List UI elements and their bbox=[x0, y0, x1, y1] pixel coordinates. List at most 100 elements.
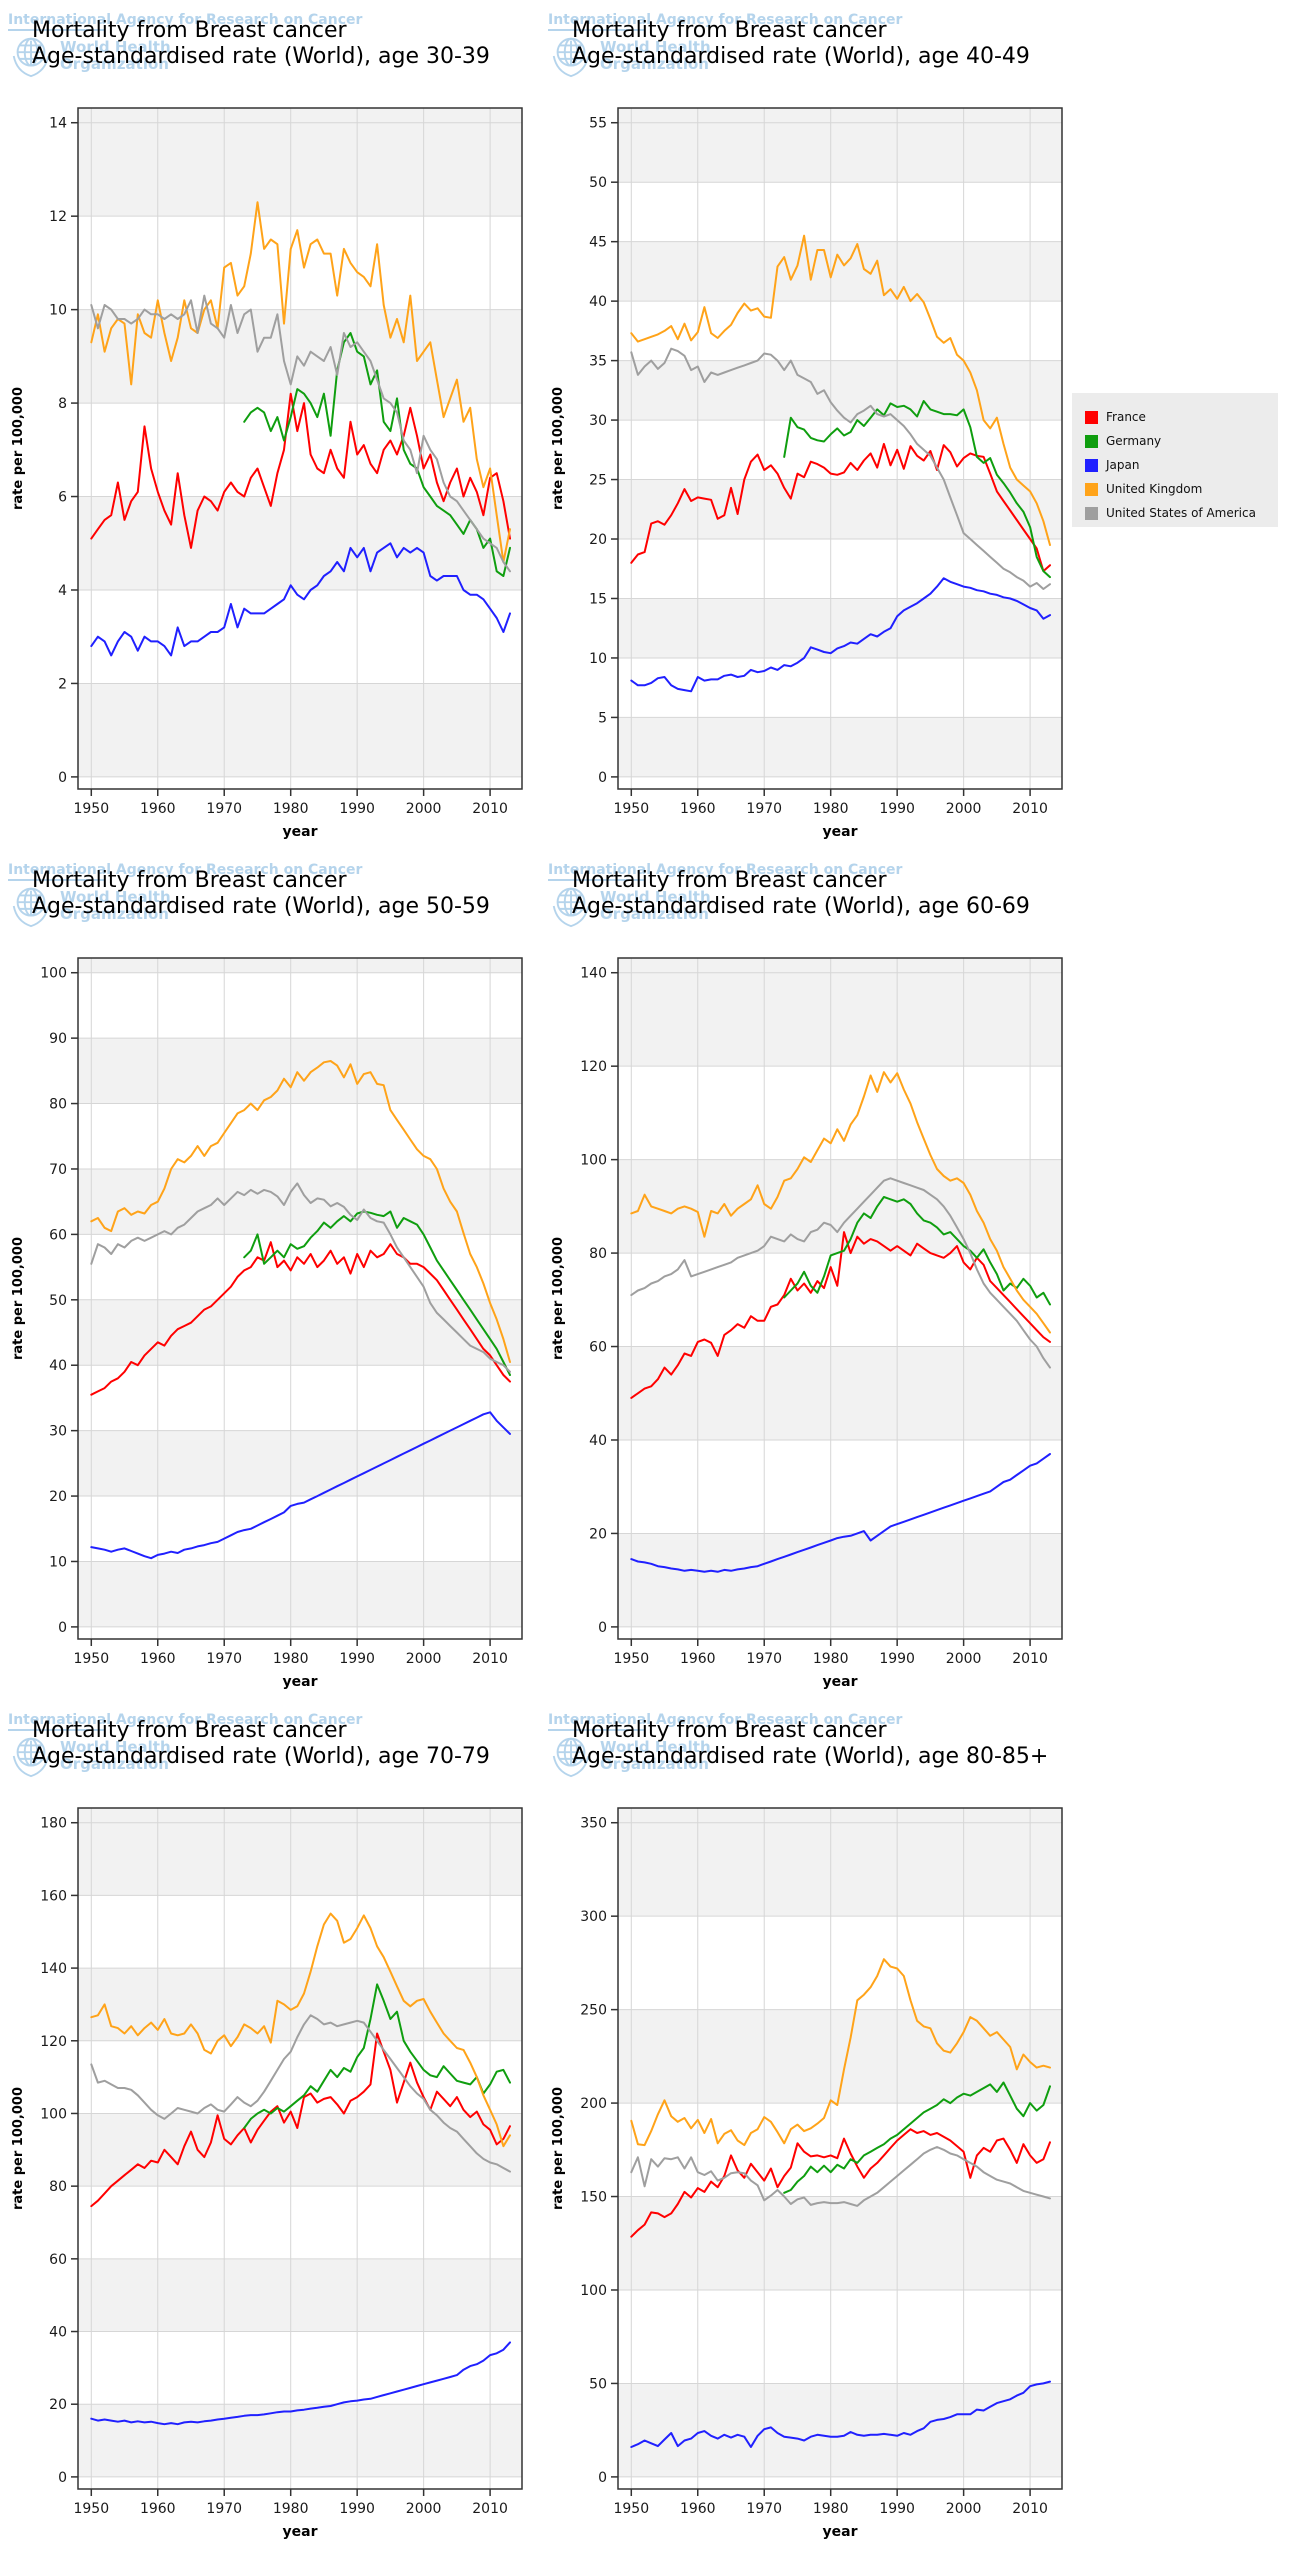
tick-label-x: 2000 bbox=[406, 801, 442, 817]
chart-title: Mortality from Breast cancer Age-standar… bbox=[32, 868, 490, 920]
series-line-france bbox=[630, 1231, 1051, 1399]
tick-label-y: 10 bbox=[49, 303, 67, 319]
series-line-france bbox=[90, 392, 511, 549]
chart-title-line2: Age-standardised rate (World), age 50-59 bbox=[32, 894, 490, 919]
tick-label-y: 40 bbox=[589, 294, 607, 310]
tick-label-y: 55 bbox=[589, 116, 607, 132]
tick-label-y: 20 bbox=[49, 1489, 67, 1505]
tick-label-x: 2010 bbox=[1012, 1651, 1048, 1667]
legend-item-germany[interactable]: Germany bbox=[1085, 429, 1278, 453]
tick-label-x: 1950 bbox=[73, 1651, 109, 1667]
tick-label-y: 2 bbox=[58, 676, 67, 692]
plot-band bbox=[78, 1168, 522, 1235]
tick-label-y: 250 bbox=[580, 2003, 607, 2019]
tick-label-x: 1970 bbox=[746, 801, 782, 817]
plot-band bbox=[78, 1430, 522, 1497]
tick-label-y: 0 bbox=[598, 770, 607, 786]
tick-label-x: 2000 bbox=[406, 2501, 442, 2517]
series-line-germany bbox=[783, 1196, 1051, 1306]
series-line-japan bbox=[90, 1411, 511, 1560]
tick-label-x: 1950 bbox=[613, 1651, 649, 1667]
tick-label-y: 80 bbox=[49, 2179, 67, 2195]
series-line-france bbox=[630, 442, 1051, 573]
legend-item-united-kingdom[interactable]: United Kingdom bbox=[1085, 477, 1278, 501]
x-axis-label: year bbox=[823, 1674, 858, 1690]
plot-band bbox=[618, 2383, 1062, 2477]
plot-band bbox=[78, 1299, 522, 1366]
series-line-germany bbox=[243, 1983, 511, 2129]
tick-label-y: 40 bbox=[589, 1433, 607, 1449]
tick-label-y: 10 bbox=[589, 651, 607, 667]
tick-label-y: 6 bbox=[58, 490, 67, 506]
tick-label-x: 1970 bbox=[206, 2501, 242, 2517]
series-line-germany bbox=[243, 1210, 511, 1376]
series-line-united-kingdom bbox=[630, 234, 1051, 546]
tick-label-x: 1950 bbox=[73, 2501, 109, 2517]
series-line-japan bbox=[630, 1453, 1051, 1573]
tick-label-y: 0 bbox=[58, 1620, 67, 1636]
tick-label-x: 2000 bbox=[946, 801, 982, 817]
plot-band bbox=[618, 958, 1062, 973]
series-line-france bbox=[90, 2032, 511, 2208]
tick-label-y: 20 bbox=[589, 532, 607, 548]
tick-label-y: 0 bbox=[58, 770, 67, 786]
chart-title-line1: Mortality from Breast cancer bbox=[572, 868, 887, 893]
chart-title: Mortality from Breast cancer Age-standar… bbox=[572, 18, 1030, 70]
plot-band bbox=[618, 241, 1062, 302]
chart-block-age-50-59: 0 10 20 30 40 50 60 70 80 90 100 1950 1960 1970 1980 19… bbox=[0, 858, 550, 1703]
tick-label-x: 1970 bbox=[746, 2501, 782, 2517]
tick-label-x: 1990 bbox=[339, 2501, 375, 2517]
chart-block-age-60-69: 0 20 40 60 80 100 120 140 1950 1960 1970 1980 1990 20… bbox=[540, 858, 1090, 1703]
series-line-germany bbox=[243, 332, 511, 577]
chart-title-line2: Age-standardised rate (World), age 40-49 bbox=[572, 44, 1030, 69]
tick-label-y: 8 bbox=[58, 396, 67, 412]
chart-title: Mortality from Breast cancer Age-standar… bbox=[32, 18, 490, 70]
legend-item-japan[interactable]: Japan bbox=[1085, 453, 1278, 477]
tick-label-x: 1980 bbox=[273, 1651, 309, 1667]
chart-block-age-40-49: 0 5 10 15 20 25 30 35 40 45 50 55 1950 1960 1970 1980 19… bbox=[540, 8, 1090, 853]
tick-label-x: 2000 bbox=[406, 1651, 442, 1667]
tick-label-y: 150 bbox=[580, 2190, 607, 2206]
plot-band bbox=[78, 108, 522, 123]
tick-label-x: 2000 bbox=[946, 1651, 982, 1667]
plot-band bbox=[78, 2404, 522, 2477]
plot-band bbox=[618, 1159, 1062, 1254]
y-axis-label: rate per 100,000 bbox=[11, 387, 26, 510]
tick-label-x: 1990 bbox=[339, 1651, 375, 1667]
tick-label-x: 1960 bbox=[680, 1651, 716, 1667]
tick-label-x: 1980 bbox=[273, 2501, 309, 2517]
tick-label-y: 80 bbox=[49, 1097, 67, 1113]
y-axis-label: rate per 100,000 bbox=[551, 387, 566, 510]
x-axis-label: year bbox=[283, 2524, 318, 2540]
chart-block-age-30-39: 0 2 4 6 8 10 12 14 1950 1960 1970 1980 1990 2000 2010 y… bbox=[0, 8, 550, 853]
tick-label-x: 1960 bbox=[680, 801, 716, 817]
legend-item-united-states-of-america[interactable]: United States of America bbox=[1085, 501, 1278, 525]
plot-band bbox=[78, 683, 522, 777]
tick-label-y: 40 bbox=[49, 1358, 67, 1374]
plot-band bbox=[78, 1561, 522, 1627]
x-axis-label: year bbox=[823, 2524, 858, 2540]
plot-band bbox=[78, 1038, 522, 1104]
tick-label-y: 14 bbox=[49, 116, 67, 132]
plot-band bbox=[618, 2196, 1062, 2290]
tick-label-y: 180 bbox=[40, 1816, 67, 1832]
chart-plot-age-80-85plus: 0 50 100 150 200 250 300 350 1950 1960 1970 1980 199… bbox=[551, 1807, 1063, 2540]
plot-border bbox=[77, 107, 523, 790]
legend-item-france[interactable]: France bbox=[1085, 405, 1278, 429]
y-axis-label: rate per 100,000 bbox=[11, 2087, 26, 2210]
tick-label-x: 1950 bbox=[613, 2501, 649, 2517]
tick-label-x: 1960 bbox=[680, 2501, 716, 2517]
tick-label-x: 1990 bbox=[879, 1651, 915, 1667]
tick-label-x: 1960 bbox=[140, 801, 176, 817]
plot-border bbox=[617, 1807, 1063, 2490]
series-line-japan bbox=[90, 542, 511, 657]
plot-band bbox=[78, 496, 522, 590]
legend: France Germany Japan United Kingdom Unit… bbox=[1072, 393, 1278, 527]
x-axis-label: year bbox=[823, 824, 858, 840]
tick-label-y: 0 bbox=[598, 1620, 607, 1636]
series-line-france bbox=[90, 1241, 511, 1396]
tick-label-x: 1950 bbox=[613, 801, 649, 817]
legend-label: United Kingdom bbox=[1106, 482, 1203, 496]
tick-label-y: 45 bbox=[589, 235, 607, 251]
tick-label-y: 100 bbox=[40, 2106, 67, 2122]
